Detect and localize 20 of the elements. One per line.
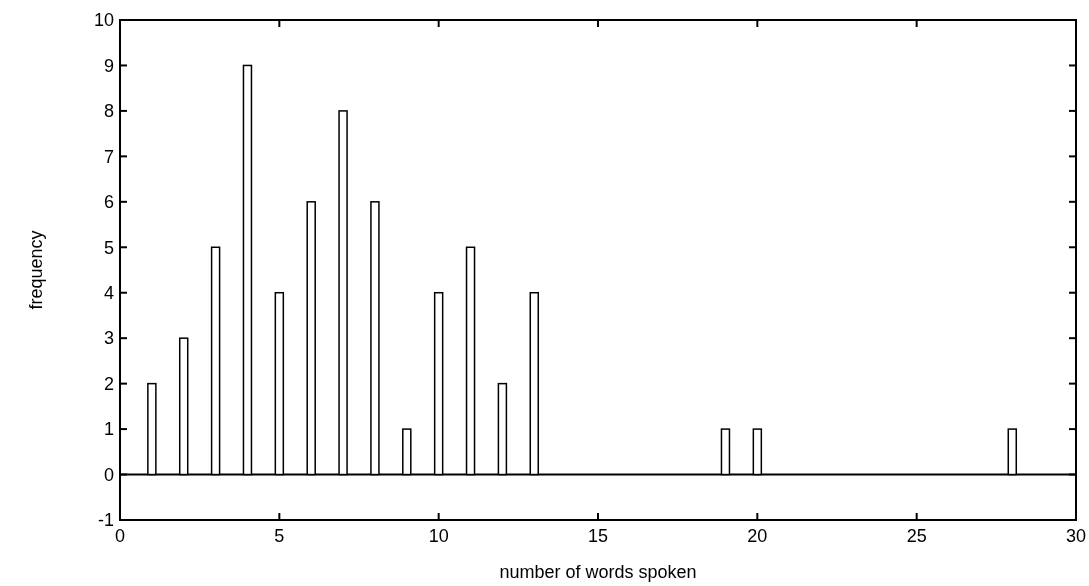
y-tick-label: 1 — [103, 419, 114, 440]
x-axis-title: number of words spoken — [499, 562, 697, 582]
y-tick-label: 9 — [103, 55, 114, 76]
y-tick-label: 3 — [103, 328, 114, 349]
x-tick-label: 25 — [906, 526, 927, 546]
x-tick-label: 10 — [428, 526, 449, 546]
x-tick-label: 5 — [274, 526, 285, 546]
x-tick-label: 15 — [587, 526, 609, 546]
x-tick-label: 20 — [747, 526, 768, 546]
y-tick-label: 10 — [93, 10, 114, 31]
y-tick-label: 6 — [103, 192, 114, 213]
y-tick-label: 5 — [103, 237, 114, 258]
y-tick-label: 0 — [103, 464, 114, 485]
y-tick-label: 7 — [103, 146, 114, 167]
y-tick-label: -1 — [97, 510, 114, 531]
x-tick-label: 30 — [1065, 526, 1087, 546]
y-tick-label: 2 — [103, 373, 114, 394]
y-tick-label: 8 — [103, 101, 114, 122]
y-tick-label: 4 — [103, 283, 114, 304]
y-axis-title: frequency — [26, 230, 46, 310]
